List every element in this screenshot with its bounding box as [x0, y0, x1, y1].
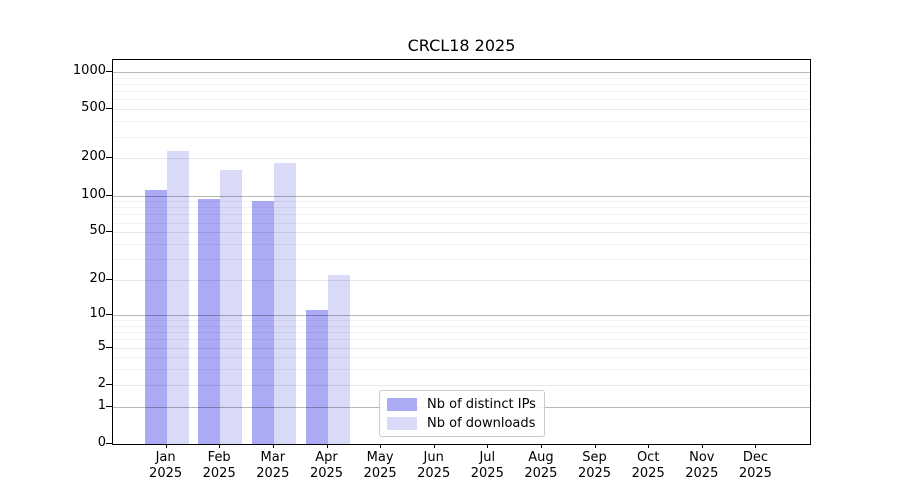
y-tick-mark [106, 231, 112, 233]
legend-swatch-downloads-icon [387, 417, 417, 430]
y-tick-mark [106, 405, 112, 407]
y-tick-label-0: 0 [97, 435, 106, 450]
y-tick-label-5: 5 [97, 338, 106, 354]
x-tick-label-jun: Jun 2025 [417, 450, 451, 481]
y-tick-label-10: 10 [89, 305, 106, 321]
bars-layer [113, 60, 810, 444]
y-tick-label-2: 2 [97, 375, 106, 391]
x-tick-mark [433, 444, 435, 448]
bar-mar-distinct-ips [251, 201, 274, 444]
y-tick-mark [106, 279, 112, 280]
y-tick-label-500: 500 [81, 100, 106, 116]
bar-jan-downloads [166, 150, 189, 444]
y-tick-mark [106, 157, 112, 159]
x-tick-mark [594, 444, 596, 448]
x-tick-label-aug: Aug 2025 [524, 450, 558, 481]
y-tick-label-200: 200 [81, 149, 106, 165]
x-tick-mark [326, 444, 328, 448]
chart-title: CRCL18 2025 [407, 36, 516, 55]
legend-swatch-distinct-ips-icon [387, 398, 417, 411]
y-tick-mark [106, 443, 112, 444]
bar-feb-downloads [220, 170, 243, 444]
plot-area [112, 59, 811, 445]
y-tick-label-1000: 1000 [72, 62, 106, 78]
legend-entry-downloads: Nb of downloads [387, 415, 536, 432]
y-tick-mark [106, 70, 112, 72]
y-tick-mark [106, 108, 112, 110]
bar-apr-downloads [327, 275, 350, 444]
legend-entry-distinct-ips: Nb of distinct IPs [387, 396, 536, 413]
legend: Nb of distinct IPs Nb of downloads [379, 390, 545, 437]
x-tick-label-may: May 2025 [363, 450, 397, 481]
y-tick-label-100: 100 [81, 186, 106, 202]
y-tick-mark [106, 383, 112, 385]
x-tick-label-jul: Jul 2025 [470, 450, 504, 481]
x-tick-mark [755, 444, 757, 448]
y-tick-mark [106, 313, 112, 315]
bar-jan-distinct-ips [144, 190, 167, 444]
x-tick-mark [487, 444, 489, 448]
x-tick-mark [648, 444, 650, 448]
legend-label-distinct-ips: Nb of distinct IPs [427, 397, 536, 412]
y-tick-label-20: 20 [89, 271, 106, 286]
x-tick-label-oct: Oct 2025 [631, 450, 665, 481]
x-tick-mark [165, 444, 167, 448]
y-tick-label-50: 50 [89, 223, 106, 239]
y-tick-mark [106, 194, 112, 196]
x-tick-label-dec: Dec 2025 [738, 450, 772, 481]
x-tick-label-jan: Jan 2025 [149, 450, 183, 481]
legend-label-downloads: Nb of downloads [427, 416, 536, 431]
x-tick-label-mar: Mar 2025 [256, 450, 290, 481]
x-tick-mark [272, 444, 274, 448]
y-tick-label-1: 1 [97, 397, 106, 413]
bar-apr-distinct-ips [305, 310, 328, 444]
x-tick-mark [540, 444, 542, 448]
y-tick-mark [106, 346, 112, 348]
x-tick-label-sep: Sep 2025 [577, 450, 612, 481]
bar-mar-downloads [273, 162, 296, 444]
x-tick-mark [701, 444, 703, 448]
x-tick-label-apr: Apr 2025 [309, 450, 344, 481]
bar-feb-distinct-ips [198, 198, 221, 444]
x-tick-label-feb: Feb 2025 [202, 450, 236, 481]
x-tick-mark [380, 444, 382, 448]
x-tick-mark [219, 444, 221, 448]
x-tick-label-nov: Nov 2025 [685, 450, 719, 481]
